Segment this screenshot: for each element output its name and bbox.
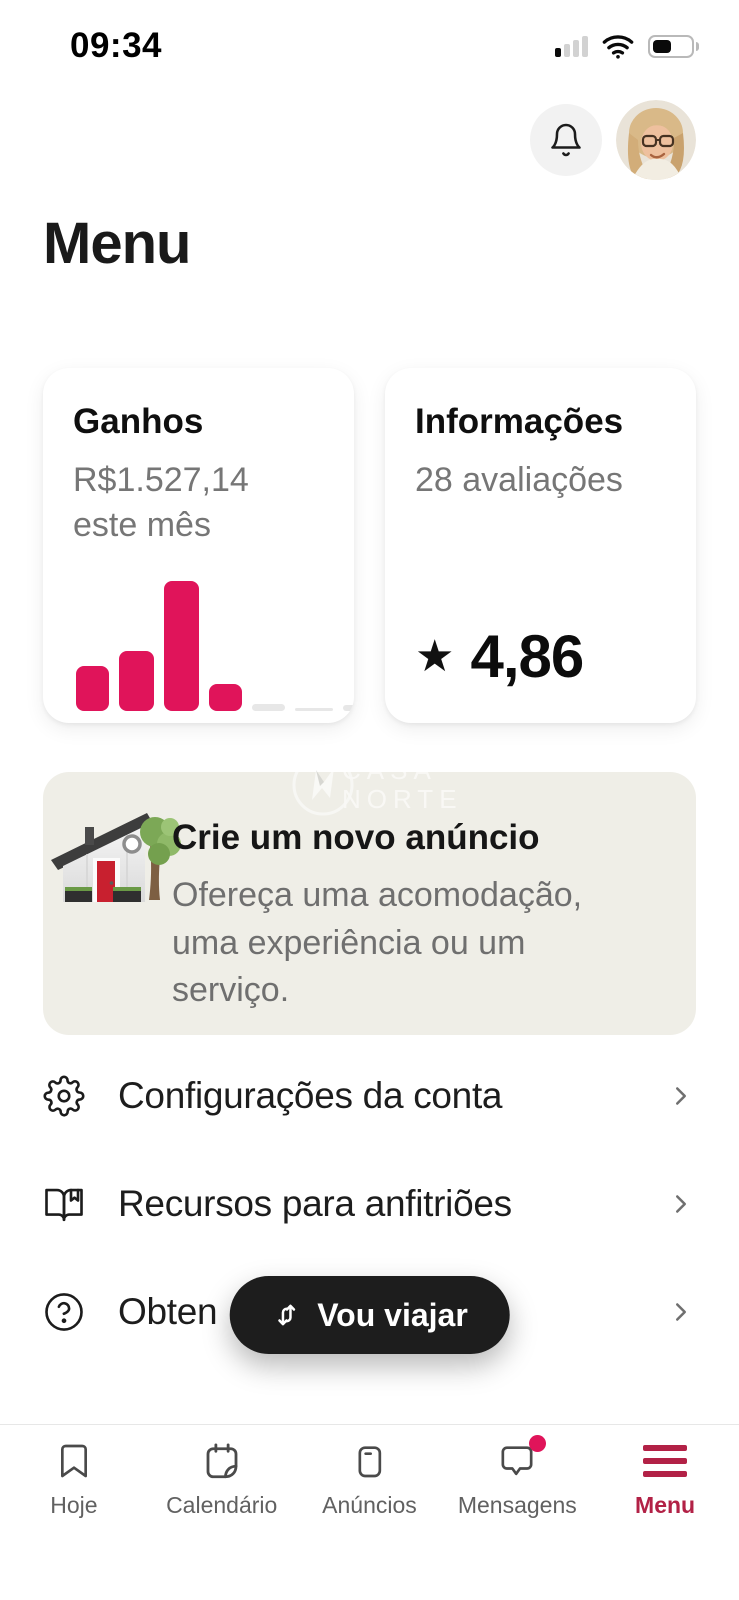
notifications-button[interactable]: [530, 104, 602, 176]
earnings-period: este mês: [73, 505, 211, 544]
menu-item-label: Configurações da conta: [118, 1075, 503, 1116]
tab-label: Calendário: [166, 1492, 278, 1518]
tab-label: Anúncios: [322, 1492, 417, 1518]
rating-value: 4,86: [470, 623, 584, 690]
earnings-title: Ganhos: [73, 402, 204, 441]
tab-label: Menu: [635, 1492, 696, 1518]
tab-hoje[interactable]: Hoje: [0, 1437, 148, 1600]
reviews-count: 28 avaliações: [415, 461, 623, 499]
earnings-chart: [76, 579, 354, 711]
status-bar: 09:34: [0, 22, 739, 70]
chevron-right-icon: [666, 1189, 696, 1219]
menu-item-label: Recursos para anfitriões: [118, 1183, 512, 1224]
create-listing-description: Ofereça uma acomodação, uma experiência …: [172, 876, 583, 1010]
tab-calendario[interactable]: Calendário: [148, 1437, 296, 1600]
pill-label: Vou viajar: [317, 1296, 468, 1333]
create-listing-card[interactable]: Crie um novo anúncio Ofereça uma acomoda…: [43, 772, 696, 1035]
gear-icon: [43, 1075, 85, 1117]
battery-icon: [648, 34, 699, 58]
cellular-signal-icon: [555, 35, 588, 57]
chevron-right-icon: [666, 1297, 696, 1327]
info-title: Informações: [415, 402, 624, 441]
earnings-card[interactable]: Ganhos R$1.527,14 este mês: [43, 368, 354, 723]
tab-menu[interactable]: Menu: [591, 1437, 739, 1600]
create-listing-title: Crie um novo anúncio: [172, 818, 540, 857]
message-icon: [495, 1435, 547, 1483]
info-card[interactable]: Informações 28 avaliações ★ 4,86: [385, 368, 696, 723]
swap-arrows-icon: [271, 1300, 301, 1330]
wifi-icon: [602, 33, 634, 59]
tab-label: Hoje: [50, 1492, 98, 1518]
avatar-photo: [616, 100, 696, 180]
bookmark-icon: [52, 1439, 96, 1483]
bell-icon: [548, 122, 584, 158]
hamburger-icon: [643, 1439, 688, 1483]
calendar-icon: [200, 1439, 244, 1483]
chevron-right-icon: [666, 1081, 696, 1111]
help-icon: [43, 1291, 85, 1333]
menu-item-account-settings[interactable]: Configurações da conta: [43, 1042, 696, 1150]
menu-item-host-resources[interactable]: Recursos para anfitriões: [43, 1150, 696, 1258]
tab-anuncios[interactable]: Anúncios: [296, 1437, 444, 1600]
listings-icon: [347, 1439, 391, 1483]
tab-mensagens[interactable]: Mensagens: [443, 1435, 591, 1600]
tab-label: Mensagens: [457, 1492, 577, 1518]
unread-badge: [529, 1435, 547, 1452]
bottom-tab-bar: Hoje Calendário Anúncios Mensagens: [0, 1424, 739, 1600]
menu-item-label: Obten: [118, 1291, 218, 1332]
clock: 09:34: [70, 26, 163, 65]
star-icon: ★: [415, 632, 455, 681]
page-title: Menu: [43, 211, 191, 276]
earnings-amount: R$1.527,14: [73, 461, 249, 499]
switch-to-traveling-button[interactable]: Vou viajar: [229, 1276, 510, 1354]
book-icon: [43, 1183, 85, 1225]
menu-item-get-help[interactable]: Obten: [43, 1258, 696, 1366]
user-avatar[interactable]: [616, 100, 696, 180]
house-illustration: [49, 794, 181, 920]
